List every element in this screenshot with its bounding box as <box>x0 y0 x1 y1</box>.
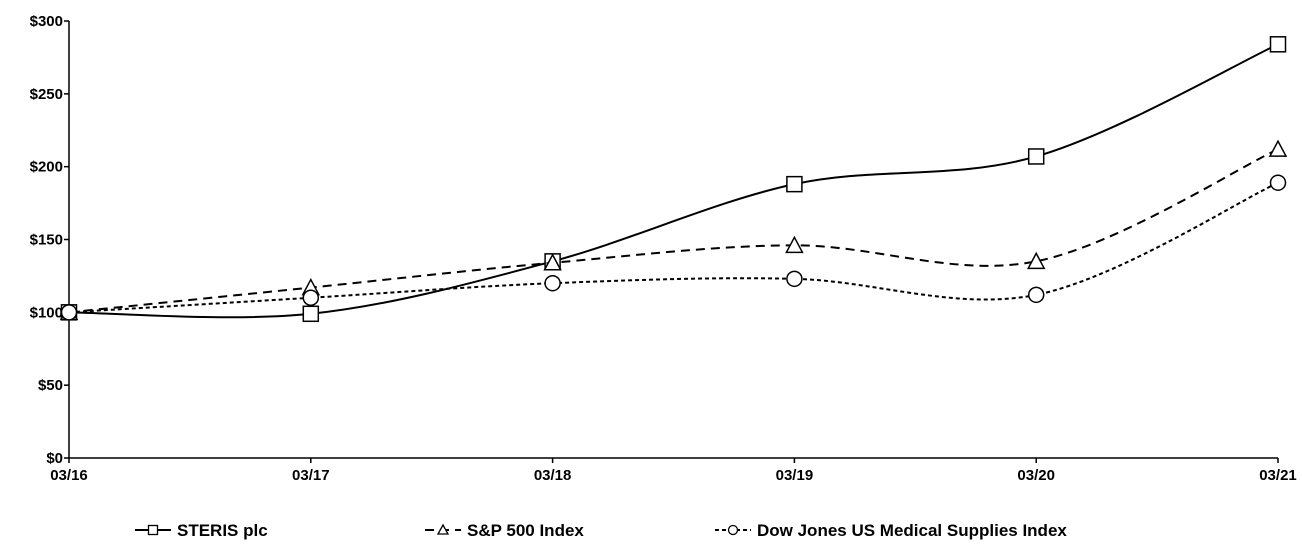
data-point-steris-plc <box>1027 148 1045 165</box>
legend-item-s-p-500-index: S&P 500 Index <box>425 521 584 540</box>
legend-marker-triangle <box>436 523 450 535</box>
y-tick-label: $50 <box>38 377 63 394</box>
data-point-dow-jones-us-medical-supplies-index <box>60 304 78 321</box>
data-point-steris-plc <box>1269 36 1287 53</box>
axes <box>68 21 1278 459</box>
x-tick-label: 03/16 <box>50 467 88 484</box>
series-dow-jones-us-medical-supplies-index <box>60 174 1287 321</box>
y-tick-label: $100 <box>30 304 63 321</box>
legend-marker-square <box>147 524 159 536</box>
y-tick-label: $300 <box>30 13 63 30</box>
x-tick-label: 03/17 <box>292 467 330 484</box>
data-point-dow-jones-us-medical-supplies-index <box>786 270 803 288</box>
series-line-dow-jones-us-medical-supplies-index <box>68 181 1279 314</box>
data-point-steris-plc <box>786 175 803 193</box>
legend-item-dow-jones-us-medical-supplies-index: Dow Jones US Medical Supplies Index <box>715 521 1067 540</box>
legend-label: STERIS plc <box>177 521 268 540</box>
series-layer <box>59 36 1288 323</box>
y-axis-ticks: $0 $50 $100 $150 $200 $250 $300 <box>30 13 69 467</box>
data-point-dow-jones-us-medical-supplies-index <box>544 274 561 292</box>
x-axis-ticks: 03/16 03/17 03/18 03/19 03/20 03/21 <box>50 458 1297 484</box>
legend-item-steris-plc: STERIS plc <box>135 521 268 540</box>
series-line-s-p-500-index <box>68 148 1279 314</box>
data-point-s-p-500-index <box>785 235 804 254</box>
y-tick-label: $200 <box>30 159 63 176</box>
series-s-p-500-index <box>59 139 1288 321</box>
data-point-s-p-500-index <box>1026 251 1046 270</box>
x-tick-label: 03/18 <box>534 467 572 484</box>
y-tick-label: $150 <box>30 232 63 249</box>
x-tick-label: 03/19 <box>776 467 814 484</box>
y-tick-label: $250 <box>30 86 63 103</box>
data-point-dow-jones-us-medical-supplies-index <box>1269 174 1287 191</box>
legend: STERIS plc S&P 500 Index Dow Jones US Medi… <box>135 521 1067 540</box>
data-point-dow-jones-us-medical-supplies-index <box>302 289 320 307</box>
legend-marker-circle <box>727 524 739 536</box>
x-tick-label: 03/20 <box>1017 467 1055 484</box>
data-point-s-p-500-index <box>1268 139 1288 157</box>
x-tick-label: 03/21 <box>1259 467 1297 484</box>
legend-label: Dow Jones US Medical Supplies Index <box>757 521 1067 540</box>
series-line-steris-plc <box>68 43 1279 319</box>
data-point-dow-jones-us-medical-supplies-index <box>1027 286 1045 304</box>
data-point-steris-plc <box>302 305 320 323</box>
y-tick-label: $0 <box>46 450 63 467</box>
legend-label: S&P 500 Index <box>467 521 584 540</box>
data-point-s-p-500-index <box>543 253 562 271</box>
